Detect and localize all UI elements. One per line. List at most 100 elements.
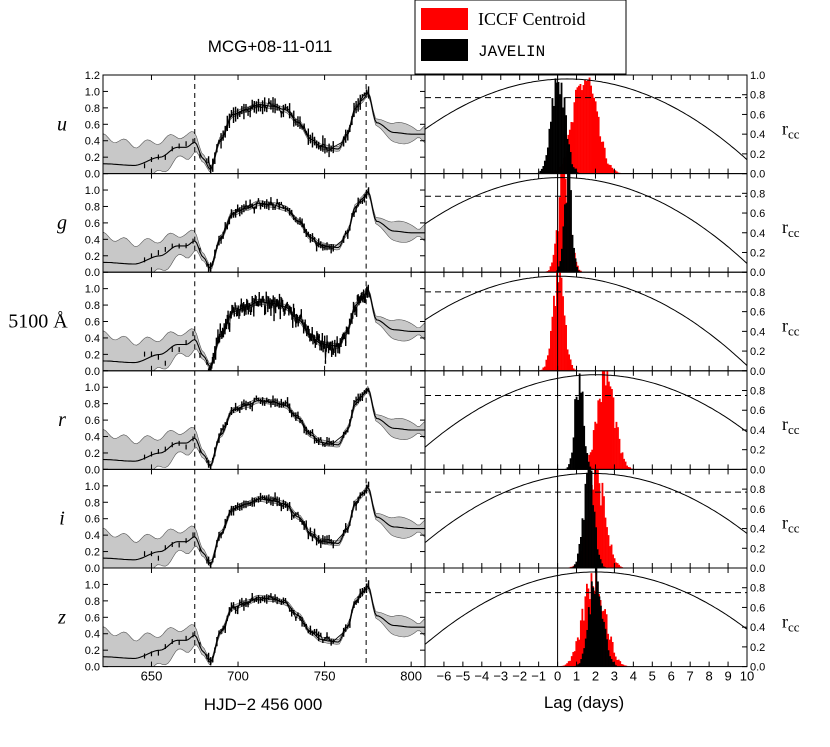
data-connector — [332, 344, 334, 352]
data-connector — [241, 402, 245, 406]
data-connector — [297, 220, 301, 223]
iccf-histogram-bin — [606, 527, 608, 568]
iccf-histogram-bin — [600, 402, 603, 470]
iccf-histogram-bin — [575, 641, 578, 667]
data-connector — [320, 539, 324, 544]
data-connector — [256, 104, 259, 108]
data-connector — [346, 329, 349, 332]
left-ytick-label: 0.2 — [85, 547, 100, 559]
iccf-histogram-bin — [578, 85, 580, 174]
light-curve-plot — [103, 385, 425, 470]
data-connector — [251, 298, 254, 303]
right-ytick-label: 0.8 — [750, 90, 765, 102]
rcc-subscript: cc — [788, 521, 800, 536]
data-connector — [228, 213, 232, 221]
data-connector — [265, 295, 268, 300]
data-connector — [278, 600, 282, 603]
javelin-histogram-bin — [586, 629, 589, 667]
iccf-histogram-bin — [573, 102, 576, 174]
iccf-histogram-bin — [545, 359, 548, 371]
data-connector — [347, 128, 351, 136]
data-connector — [228, 113, 232, 121]
data-connector — [210, 365, 213, 368]
data-connector — [348, 321, 351, 332]
data-connector — [364, 91, 367, 95]
javelin-histogram-bin — [550, 121, 552, 174]
rcc-subscript: cc — [788, 422, 800, 437]
chart-title: MCG+08-11-011 — [208, 37, 333, 56]
data-connector — [224, 421, 228, 426]
right-xtick-label: 9 — [724, 669, 731, 684]
data-connector — [343, 627, 347, 633]
data-connector — [212, 158, 216, 166]
right-axes-frame — [424, 173, 748, 273]
data-connector — [300, 313, 303, 322]
ccf-curve — [425, 78, 747, 161]
javelin-histogram-bin — [601, 563, 604, 568]
data-connector — [219, 326, 222, 334]
data-connector — [216, 341, 218, 343]
ccf-curve — [425, 275, 747, 366]
data-connector — [349, 215, 353, 228]
right-ytick-label: 0.4 — [750, 326, 765, 338]
data-connector — [235, 207, 239, 214]
data-connector — [351, 109, 355, 121]
data-connector — [322, 539, 326, 541]
left-ytick-label: 0.4 — [85, 629, 100, 641]
band-label-z: z — [57, 606, 66, 628]
data-connector — [278, 402, 282, 406]
lag-histogram-plot — [425, 272, 747, 371]
data-connector — [324, 245, 328, 248]
left-xtick-label: 650 — [141, 669, 163, 684]
javelin-histogram-bin — [562, 226, 565, 273]
iccf-histogram-bin — [609, 165, 612, 174]
lag-histogram-plot — [425, 370, 747, 470]
data-connector — [335, 345, 337, 353]
right-ytick-label: 0.8 — [750, 386, 765, 398]
data-connector — [343, 527, 347, 534]
data-connector — [332, 239, 344, 249]
javelin-histogram-bin — [589, 466, 592, 470]
data-connector — [305, 430, 309, 433]
data-connector — [283, 206, 286, 210]
data-connector — [287, 603, 291, 610]
data-connector — [304, 323, 307, 328]
left-ytick-label: 0.8 — [85, 201, 100, 213]
data-connector — [349, 413, 353, 423]
left-ytick-label: 0.8 — [85, 399, 100, 411]
data-connector — [324, 539, 328, 541]
iccf-histogram-bin — [552, 254, 555, 273]
data-connector — [265, 295, 267, 311]
iccf-histogram-bin — [574, 369, 577, 371]
data-connector — [340, 339, 343, 344]
data-connector — [367, 286, 370, 296]
data-connector — [276, 106, 280, 109]
data-connector — [220, 427, 224, 432]
iccf-histogram-bin — [568, 354, 571, 371]
data-connector — [237, 602, 241, 611]
rcc-label: rcc — [782, 513, 800, 536]
javelin-histogram-bin — [604, 628, 607, 667]
light-curve-plot — [103, 580, 425, 667]
data-connector — [278, 107, 282, 115]
javelin-histogram-bin — [545, 155, 548, 174]
iccf-histogram-bin — [584, 596, 587, 667]
data-connector — [328, 148, 332, 151]
iccf-histogram-bin — [576, 637, 579, 667]
data-connector — [246, 302, 248, 306]
javelin-histogram-bin — [599, 559, 602, 568]
data-connector — [233, 113, 236, 116]
data-connector — [245, 302, 248, 311]
data-connector — [247, 203, 251, 208]
data-connector — [214, 543, 218, 555]
data-connector — [328, 246, 332, 250]
data-connector — [245, 502, 249, 505]
data-connector — [289, 408, 293, 414]
right-ytick-label: 0.8 — [750, 287, 765, 299]
javelin-histogram-bin — [584, 483, 587, 568]
data-connector — [272, 597, 276, 600]
ccf-curve — [425, 571, 747, 645]
right-ytick-label: 0.6 — [750, 405, 765, 417]
iccf-histogram-bin — [589, 452, 592, 470]
data-connector — [216, 536, 220, 544]
